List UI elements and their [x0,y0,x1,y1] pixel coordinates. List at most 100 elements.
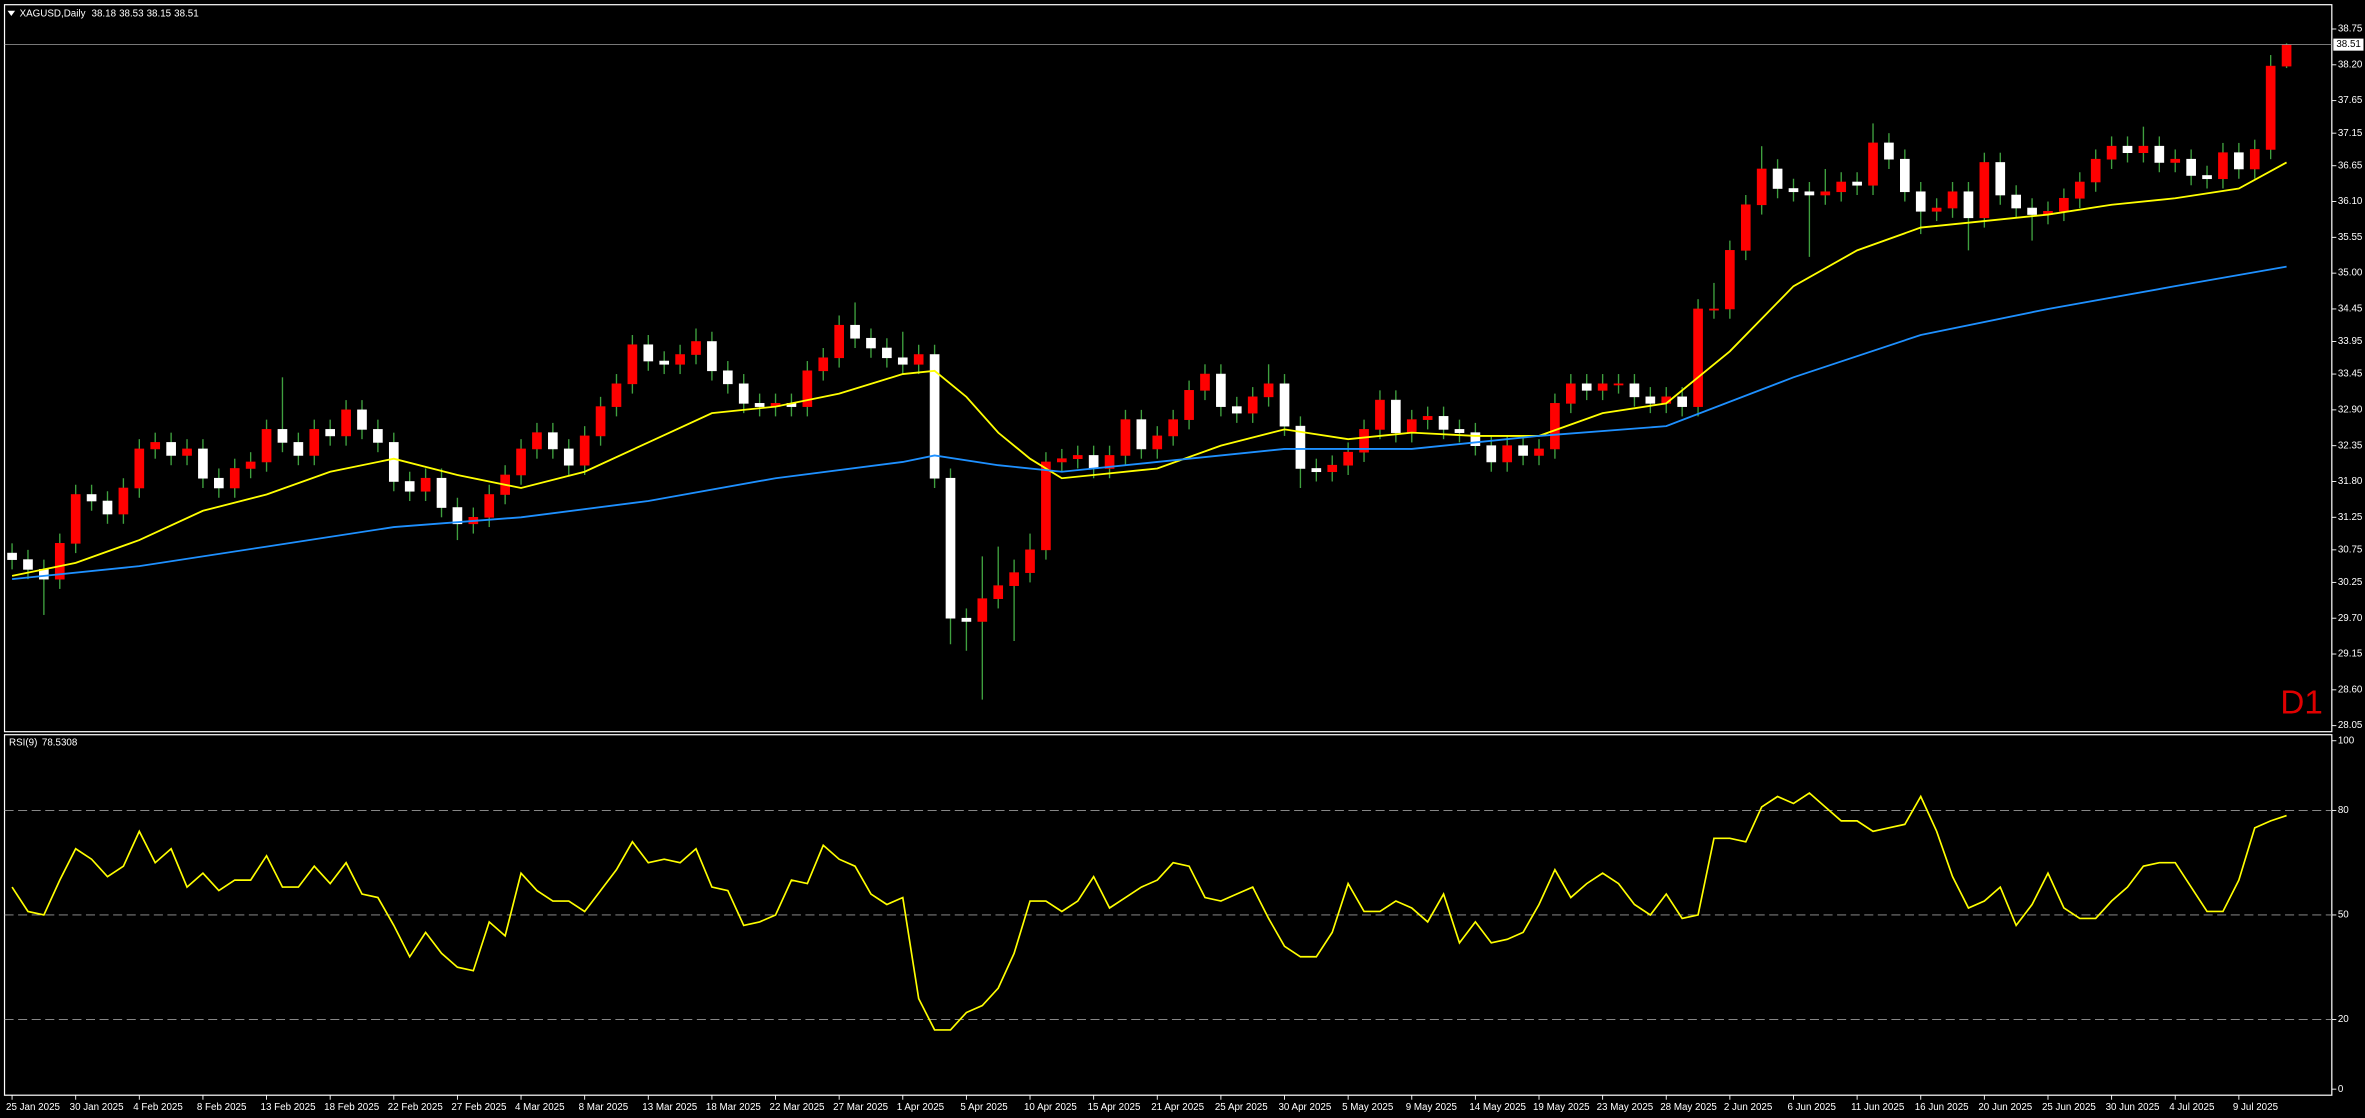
ohlc-high: 38.53 [119,8,144,19]
x-tick-label: 25 Jan 2025 [6,1102,60,1113]
candle-body [802,370,813,407]
y-tick-label: 38.20 [2338,59,2363,70]
candle-body [659,360,670,365]
y-tick-label: 33.45 [2338,369,2363,380]
current-price-box [2333,38,2364,51]
x-tick-label: 30 Jan 2025 [70,1102,124,1113]
x-tick-label: 25 Jun 2025 [2042,1102,2096,1113]
y-tick-label: 80 [2338,805,2349,816]
x-tick-label: 18 Feb 2025 [324,1102,380,1113]
y-tick-label: 36.65 [2338,160,2363,171]
x-tick-label: 14 May 2025 [1469,1102,1526,1113]
x-tick-label: 30 Apr 2025 [1278,1102,1331,1113]
candle-body [1279,383,1290,427]
x-tick-label: 8 Mar 2025 [579,1102,629,1113]
candle-body [1088,455,1099,469]
candle-body [277,429,288,443]
ohlc-low: 38.15 [147,8,172,19]
candle-body [198,448,208,479]
candle-body [1057,458,1067,463]
x-tick-label: 4 Jul 2025 [2169,1102,2215,1113]
candle-body [2281,44,2292,67]
candle-body [866,337,876,349]
candle-body [245,461,256,469]
candle-body [1725,250,1735,310]
candle-body [1072,455,1083,460]
candle-body [1995,162,2006,196]
candle-body [2249,149,2260,170]
candle-body [1915,191,1926,212]
candle-body [1152,435,1163,450]
candle-body [1740,204,1751,251]
y-tick-label: 29.15 [2338,649,2363,660]
candle-body [1009,572,1019,586]
candle-body [929,354,940,479]
candle-body [643,344,654,362]
candle-body [579,435,590,466]
candle-body [1804,191,1815,196]
candle-body [1216,373,1226,407]
candle-body [182,448,192,456]
candle-body [1168,419,1179,437]
candle-body [436,477,447,508]
candle-body [452,507,463,525]
y-tick-label: 50 [2338,910,2349,921]
candle-body [7,552,17,560]
candle-body [325,429,336,437]
candle-body [1486,445,1497,463]
candle-body [675,354,685,365]
x-tick-label: 27 Feb 2025 [451,1102,507,1113]
x-tick-label: 4 Feb 2025 [133,1102,183,1113]
candle-body [2074,181,2085,199]
x-tick-label: 19 May 2025 [1533,1102,1590,1113]
candle-body [357,409,367,430]
candle-body [1947,191,1958,209]
candle-body [1677,396,1687,407]
candle-body [850,324,860,339]
y-tick-label: 31.25 [2338,512,2363,523]
x-tick-label: 20 Jun 2025 [1978,1102,2032,1113]
candle-body [1184,390,1194,420]
candle-body [214,477,224,489]
candle-body [1931,207,1942,212]
candle-body [2011,194,2022,209]
candle-body [484,494,495,518]
candle-body [2154,145,2165,163]
x-tick-label: 21 Apr 2025 [1151,1102,1204,1113]
candle-body [1709,308,1719,311]
candle-body [1025,549,1035,573]
current-price-label: 38.51 [2336,39,2361,50]
x-tick-label: 13 Feb 2025 [261,1102,317,1113]
candle-body [1359,429,1369,453]
candle-body [1645,396,1656,404]
menu-arrow[interactable] [7,10,16,17]
timeframe-label: D1 [2280,684,2322,721]
candle-body [1422,416,1433,420]
candle-body [1565,383,1576,404]
y-tick-label: 35.55 [2338,232,2363,243]
x-tick-label: 22 Mar 2025 [770,1102,826,1113]
candle-body [897,357,908,365]
candle-body [1597,383,1608,391]
candle-body [404,481,415,492]
candle-body [1295,425,1306,469]
candle-body [70,494,81,544]
candle-body [420,477,431,492]
candle-body [309,429,320,456]
moving-average-line [11,265,2287,581]
candle-body [1884,142,1894,160]
candle-body [1454,429,1465,433]
candle-body [1263,383,1274,398]
x-tick-label: 30 Jun 2025 [2106,1102,2160,1113]
x-tick-label: 15 Apr 2025 [1088,1102,1141,1113]
candle-body [961,617,972,622]
candle-body [1788,188,1799,193]
y-tick-label: 30.25 [2338,577,2363,588]
candle-body [134,448,145,489]
y-tick-label: 34.45 [2338,304,2363,315]
x-tick-label: 9 Jul 2025 [2233,1102,2279,1113]
x-tick-label: 13 Mar 2025 [642,1102,698,1113]
